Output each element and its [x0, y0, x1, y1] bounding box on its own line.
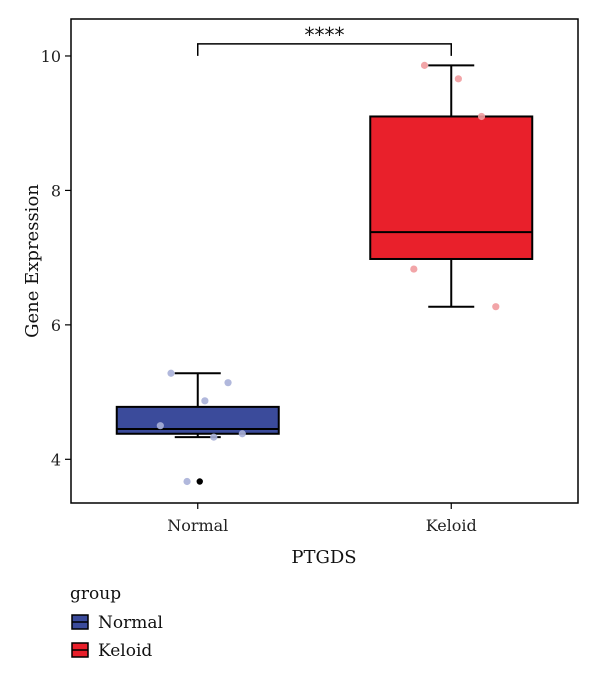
- significance-bracket: ****: [197, 23, 452, 56]
- x-axis-title: PTGDS: [291, 547, 356, 568]
- boxes: [115, 64, 534, 485]
- legend-title: group: [70, 584, 121, 604]
- point-keloid-2: [477, 112, 486, 121]
- point-keloid-0: [420, 61, 429, 69]
- point-keloid-3: [410, 265, 418, 273]
- point-keloid-1: [454, 75, 462, 83]
- legend-items: Normal Keloid: [71, 613, 163, 661]
- y-axis-title: Gene Expression: [22, 184, 43, 338]
- legend: group Normal Keloid: [70, 584, 163, 661]
- box-body-keloid: [369, 115, 534, 260]
- box-keloid: [369, 64, 534, 308]
- point-normal-6: [183, 477, 191, 486]
- point-normal-2: [224, 379, 232, 387]
- point-normal-0: [167, 369, 175, 377]
- significance-bracket-line: [197, 43, 452, 56]
- y-tick-label-6: 6: [51, 316, 61, 335]
- point-normal-3: [156, 422, 164, 430]
- y-tick-label-10: 10: [41, 47, 61, 66]
- point-normal-4: [238, 430, 246, 438]
- x-axis: Normal Keloid: [167, 503, 477, 535]
- point-normal-5: [210, 433, 218, 441]
- jitter-points: [156, 61, 500, 486]
- point-normal-1: [201, 397, 209, 405]
- x-tick-label-keloid: Keloid: [426, 516, 477, 535]
- y-tick-label-4: 4: [51, 450, 61, 469]
- legend-item-keloid: Keloid: [71, 641, 152, 661]
- x-tick-label-normal: Normal: [167, 516, 228, 535]
- point-keloid-4: [492, 303, 500, 311]
- legend-label-normal: Normal: [98, 613, 163, 633]
- legend-label-keloid: Keloid: [98, 641, 152, 661]
- significance-label: ****: [305, 23, 345, 47]
- y-axis: 4 6 8 10: [41, 47, 71, 469]
- y-tick-label-8: 8: [51, 181, 61, 200]
- outlier-normal-0: [196, 478, 203, 485]
- box-normal: [115, 372, 280, 485]
- legend-item-normal: Normal: [71, 613, 163, 633]
